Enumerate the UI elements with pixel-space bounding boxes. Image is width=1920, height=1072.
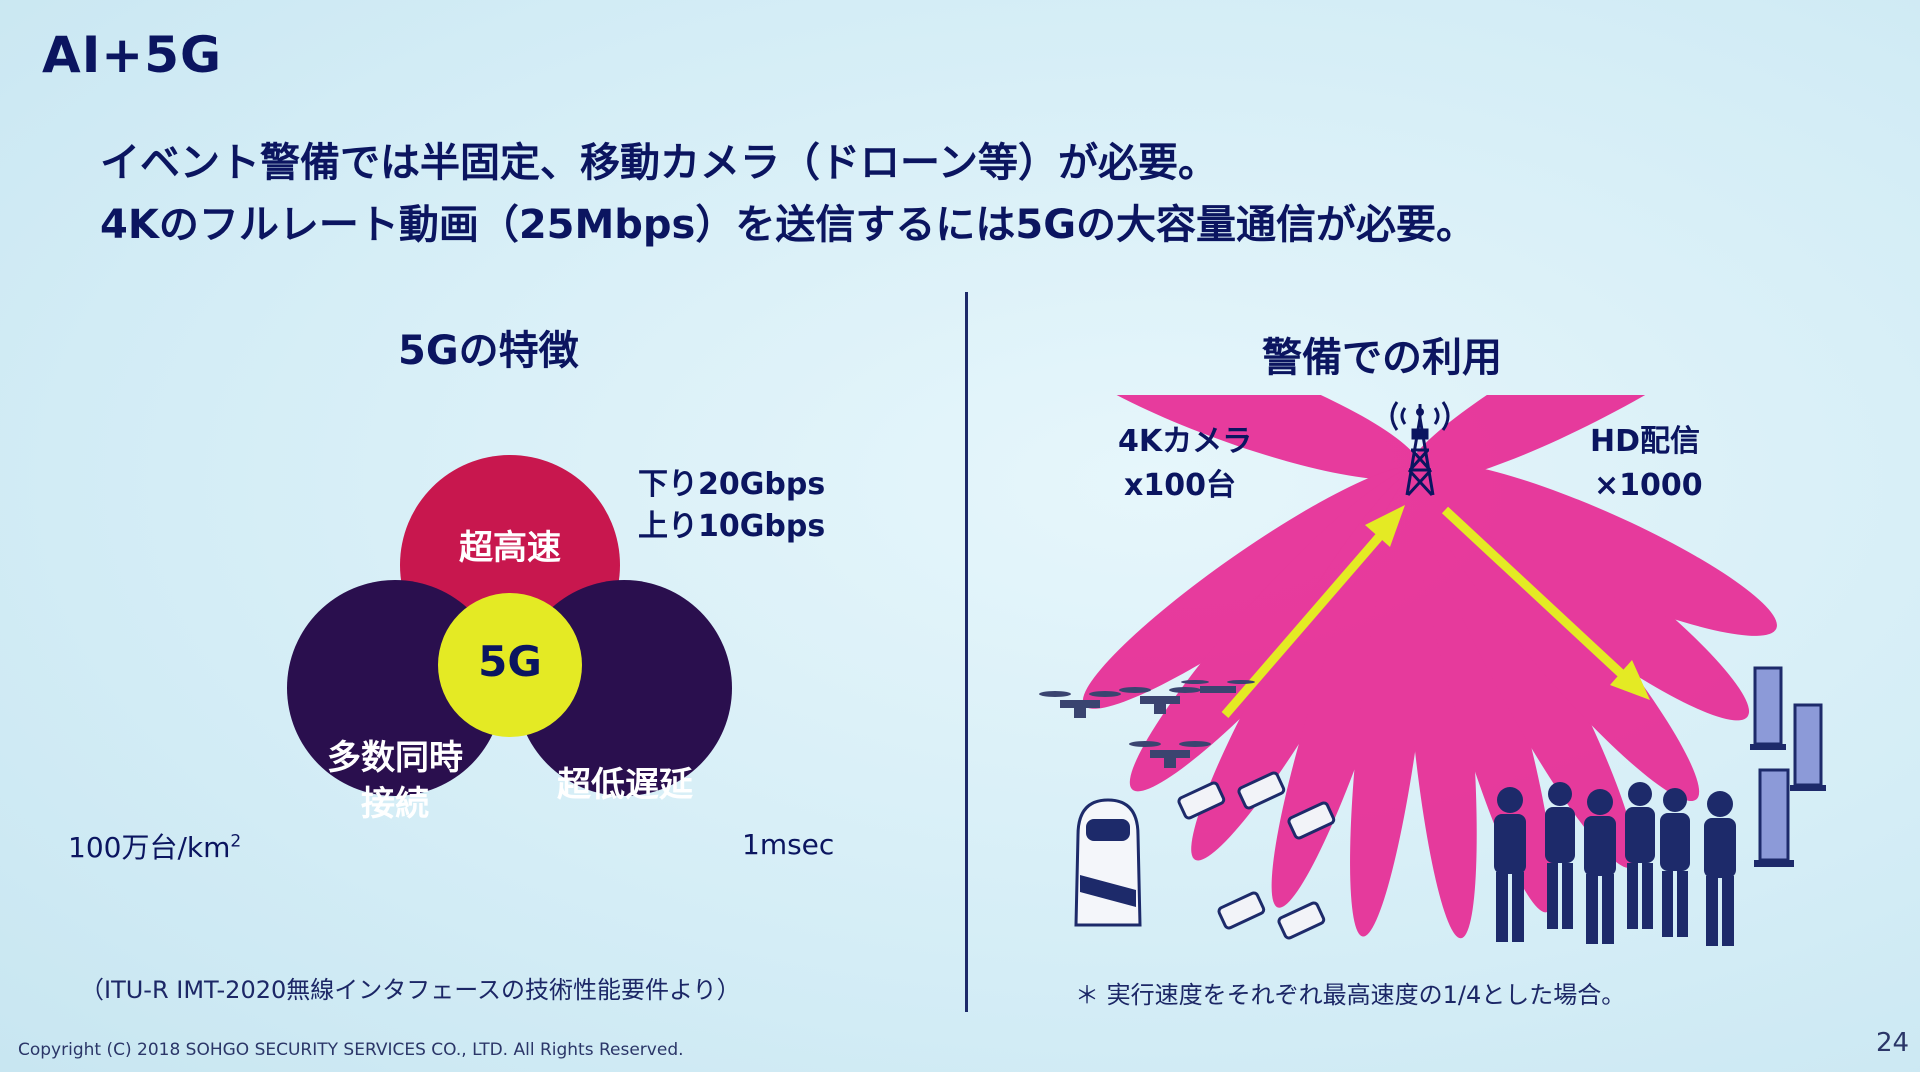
label-high-speed: 超高速 [459,528,561,568]
label-low-latency: 超低遅延 [557,765,693,805]
section-divider [965,292,968,1012]
speed-up: 上り10Gbps [638,509,826,544]
security-robot-icon [1074,798,1142,927]
delivery-spec-line-2: ×1000 [1594,468,1703,503]
camera-spec: 4Kカメラ x100台 [1118,420,1252,508]
speed-spec: 下り20Gbps 上り10Gbps [638,464,825,548]
headline-line-1: イベント警備では半固定、移動カメラ（ドローン等）が必要。 [100,140,1218,186]
beam [1405,395,1788,484]
camera-spec-line-2: x100台 [1124,468,1236,503]
beam [1043,395,1421,480]
latency-spec: 1msec [742,828,835,861]
venn-diagram [287,455,732,796]
delivery-spec-line-1: HD配信 [1590,424,1701,459]
guard-person-icon [1494,782,1736,946]
label-massive-connection-line-2: 接続 [361,784,429,824]
label-5g: 5G [478,637,542,686]
right-footnote: ＊ 実行速度をそれぞれ最高速度の1/4とした場合。 [1075,981,1626,1009]
upload-arrow-icon [1221,505,1405,718]
camera-spec-line-1: 4Kカメラ [1118,424,1253,459]
copyright-footer: Copyright (C) 2018 SOHGO SECURITY SERVIC… [18,1040,684,1060]
download-arrow-icon [1441,506,1650,700]
right-heading: 警備での利用 [1262,335,1502,381]
left-heading: 5Gの特徴 [398,328,579,374]
security-camera-icon [1177,771,1336,940]
density-superscript: 2 [230,831,242,852]
headline: イベント警備では半固定、移動カメラ（ドローン等）が必要。 4Kのフルレート動画（… [100,132,1476,256]
speed-down: 下り20Gbps [638,467,826,502]
density-value: 100万台/km [68,831,231,864]
label-massive-connection-line-1: 多数同時 [327,738,463,778]
circle-5g-center [438,593,582,737]
slide-title: AI+5G [42,26,223,84]
page-number: 24 [1876,1028,1910,1058]
antenna-tower-icon [1390,401,1450,497]
label-massive-connection: 多数同時 接続 [295,735,495,827]
source-note: （ITU-R IMT-2020無線インタフェースの技術性能要件より） [80,976,741,1004]
drone-icon [1039,680,1255,768]
beam [1419,462,1777,636]
beam-fan-illustration [1043,395,1788,939]
density-spec: 100万台/km2 [68,826,241,866]
delivery-spec: HD配信 ×1000 [1590,420,1703,508]
beam [1404,469,1477,939]
digital-signage-icon [1750,666,1826,867]
headline-line-2: 4Kのフルレート動画（25Mbps）を送信するには5Gの大容量通信が必要。 [100,202,1477,248]
